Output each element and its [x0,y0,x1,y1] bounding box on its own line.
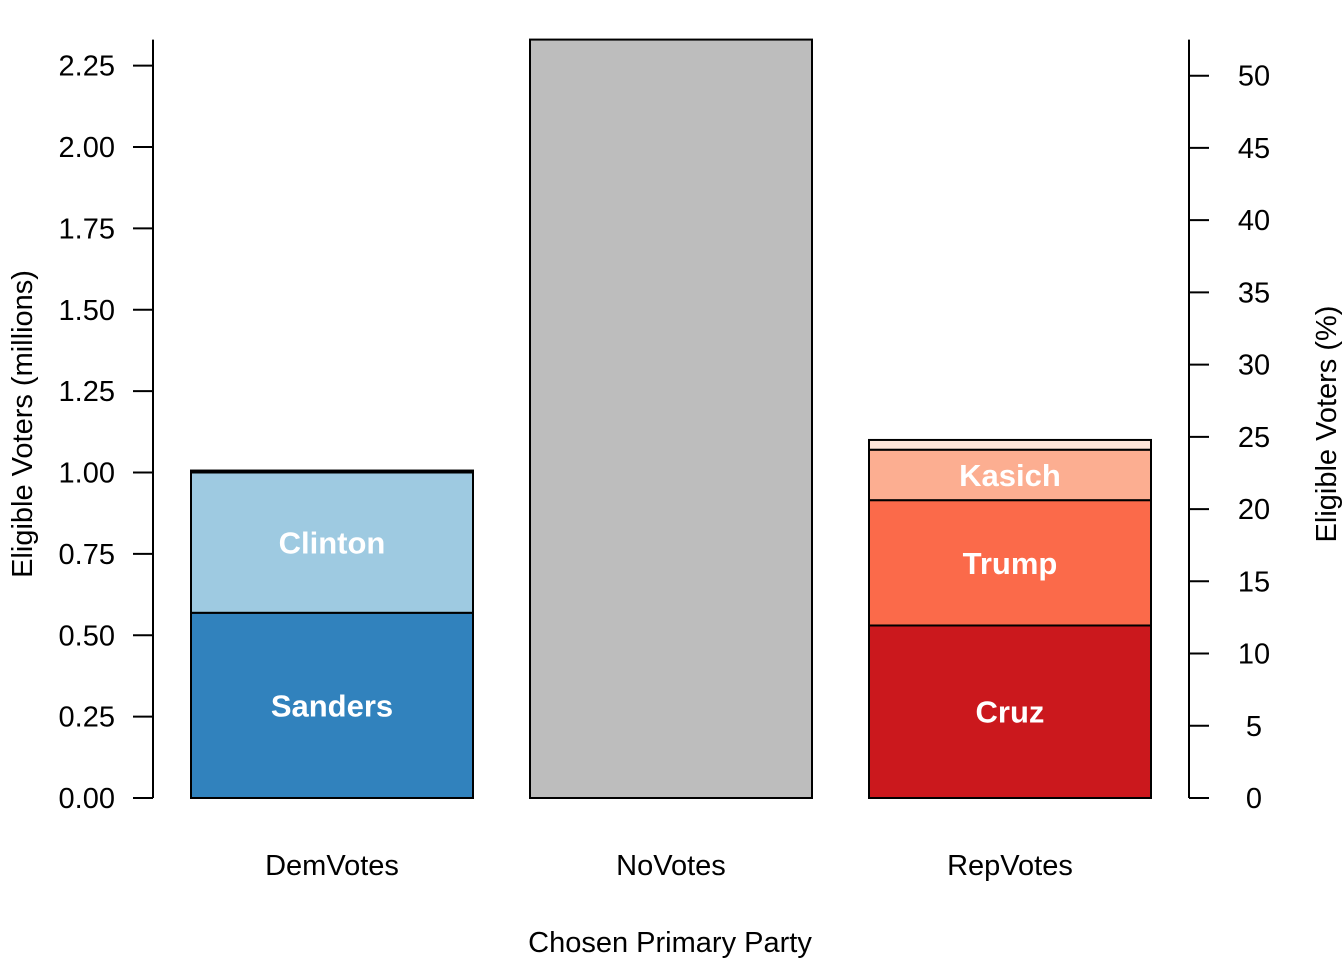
category-labels: DemVotes NoVotes RepVotes [265,850,1073,882]
bar-segment-repvotes-trump [868,499,1152,627]
y-tick-label: 0.75 [59,539,115,571]
y2-tick-label: 10 [1238,639,1270,671]
y-tick-label: 0.50 [59,620,115,652]
bars-layer: Sanders Clinton Cruz Trump Kasich [190,38,1152,800]
y-tick-label: 0.00 [59,783,115,815]
y2-tick-label: 0 [1246,783,1262,815]
y2-tick-label: 45 [1238,133,1270,165]
y-axis-title: Eligible Voters (millions) [7,270,39,578]
bar-segment-demvotes-sanders [190,611,474,800]
category-label-novotes: NoVotes [616,850,726,882]
y-tick-label: 0.25 [59,702,115,734]
y2-tick-label: 35 [1238,277,1270,309]
y2-tick-label: 50 [1238,61,1270,93]
x-axis-title: Chosen Primary Party [528,927,812,959]
segment-label-clinton: Clinton [279,526,386,561]
bar-segment-novotes-segment-0 [529,38,813,799]
y2-tick-label: 30 [1238,350,1270,382]
bar-segment-repvotes-segment-3 [868,438,1152,451]
category-label-repvotes: RepVotes [947,850,1073,882]
bar-segment-repvotes-kasich [868,448,1152,502]
y-tick-label: 1.75 [59,213,115,245]
segment-label-trump: Trump [963,546,1058,581]
y2-tick-label: 40 [1238,205,1270,237]
y2-tick-label: 20 [1238,494,1270,526]
y-tick-label: 2.00 [59,132,115,164]
segment-label-cruz: Cruz [976,695,1045,730]
right-axis: 0 5 10 15 20 25 30 35 40 45 50 [1188,39,1270,815]
y2-tick-label: 25 [1238,422,1270,454]
y2-tick-label: 15 [1238,566,1270,598]
bar-segment-demvotes-clinton [190,471,474,614]
y-tick-label: 2.25 [59,51,115,83]
segment-label-sanders: Sanders [271,688,393,723]
category-label-demvotes: DemVotes [265,850,399,882]
segment-label-kasich: Kasich [959,458,1061,493]
y-tick-label: 1.50 [59,295,115,327]
y-tick-label: 1.00 [59,458,115,490]
bar-segment-demvotes-segment-2 [190,469,474,474]
left-axis: 0.00 0.25 0.50 0.75 1.00 1.25 1.50 1.75 2.00 2.25 [59,39,154,815]
y-tick-label: 1.25 [59,376,115,408]
y2-tick-label: 5 [1246,711,1262,743]
y2-axis-title: Eligible Voters (%) [1311,306,1343,543]
